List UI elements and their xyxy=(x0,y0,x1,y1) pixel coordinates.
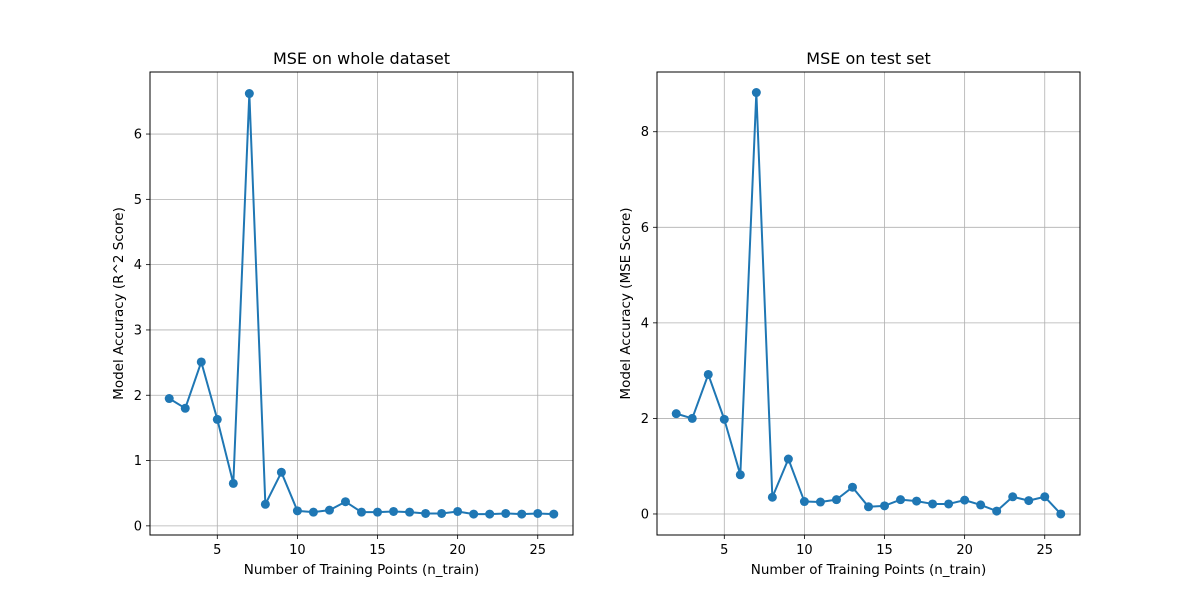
data-point xyxy=(164,394,174,404)
y-tick-label: 0 xyxy=(641,507,649,522)
data-point xyxy=(276,467,286,477)
x-axis-label: Number of Training Points (n_train) xyxy=(244,562,480,578)
data-point xyxy=(196,357,206,367)
subplot-whole-dataset: MSE on whole dataset Number of Training … xyxy=(111,49,574,578)
data-point xyxy=(244,89,254,99)
data-point xyxy=(469,509,479,519)
y-tick-label: 4 xyxy=(641,316,649,331)
data-point xyxy=(260,499,270,509)
x-tick-label: 25 xyxy=(529,543,546,558)
data-point xyxy=(212,414,222,424)
data-point xyxy=(437,508,447,518)
data-point xyxy=(751,88,761,98)
y-tick-label: 2 xyxy=(134,389,142,404)
data-point xyxy=(960,495,970,505)
y-axis-ticks: 0 2 4 6 8 xyxy=(641,125,657,522)
x-tick-label: 5 xyxy=(213,543,221,558)
series-markers xyxy=(164,89,559,519)
data-point xyxy=(831,495,841,505)
y-tick-label: 8 xyxy=(641,125,649,140)
data-point xyxy=(944,499,954,509)
data-point xyxy=(373,507,383,517)
data-point xyxy=(896,495,906,505)
data-point xyxy=(847,482,857,492)
data-point xyxy=(1024,496,1034,506)
chart-title: MSE on test set xyxy=(806,49,930,68)
data-point xyxy=(533,508,543,518)
subplot-test-set: MSE on test set Number of Training Point… xyxy=(618,49,1081,578)
y-axis-label: Model Accuracy (R^2 Score) xyxy=(111,207,127,400)
x-tick-label: 20 xyxy=(956,543,973,558)
data-point xyxy=(1040,492,1050,502)
y-tick-label: 1 xyxy=(134,454,142,469)
x-tick-label: 10 xyxy=(796,543,813,558)
grid xyxy=(150,72,573,535)
data-point xyxy=(864,502,873,512)
data-point xyxy=(501,508,511,518)
data-point xyxy=(703,369,713,379)
data-point xyxy=(405,507,415,517)
x-tick-label: 15 xyxy=(876,543,893,558)
data-point xyxy=(324,505,334,515)
data-point xyxy=(453,506,463,516)
x-tick-label: 5 xyxy=(720,543,728,558)
data-point xyxy=(1056,509,1066,519)
x-axis-ticks: 5 10 15 20 25 xyxy=(720,535,1053,558)
data-point xyxy=(976,500,986,510)
series-markers xyxy=(671,88,1066,519)
data-point xyxy=(783,454,793,464)
axes-frame xyxy=(656,71,1081,536)
x-tick-label: 15 xyxy=(369,543,386,558)
data-point xyxy=(799,497,809,507)
y-tick-label: 6 xyxy=(641,221,649,236)
data-point xyxy=(687,413,697,423)
axes-frame xyxy=(149,71,574,536)
data-point xyxy=(815,497,825,507)
x-tick-label: 10 xyxy=(289,543,306,558)
data-point xyxy=(671,409,681,419)
data-point xyxy=(992,506,1002,516)
data-point xyxy=(292,506,302,516)
x-axis-ticks: 5 10 15 20 25 xyxy=(213,535,546,558)
y-axis-label: Model Accuracy (MSE Score) xyxy=(618,207,634,399)
chart-title: MSE on whole dataset xyxy=(273,49,450,68)
y-tick-label: 2 xyxy=(641,412,649,427)
data-point xyxy=(357,507,366,517)
data-point xyxy=(340,497,350,507)
data-point xyxy=(719,414,729,424)
x-tick-label: 25 xyxy=(1036,543,1053,558)
data-point xyxy=(549,509,559,519)
data-point xyxy=(928,499,938,509)
y-tick-label: 3 xyxy=(134,323,142,338)
data-point xyxy=(180,403,190,413)
x-tick-label: 20 xyxy=(449,543,466,558)
x-axis-label: Number of Training Points (n_train) xyxy=(751,562,987,578)
data-point xyxy=(421,508,431,518)
data-point xyxy=(485,509,495,519)
data-point xyxy=(389,506,399,516)
data-point xyxy=(228,478,238,488)
y-tick-label: 6 xyxy=(134,128,142,143)
y-tick-label: 4 xyxy=(134,258,142,273)
data-point xyxy=(1008,492,1018,502)
y-tick-label: 0 xyxy=(134,519,142,534)
data-point xyxy=(517,509,527,519)
data-point xyxy=(735,470,745,480)
y-axis-ticks: 0 1 2 3 4 5 6 xyxy=(134,128,150,534)
data-point xyxy=(880,501,890,511)
data-point xyxy=(767,492,777,502)
data-point xyxy=(912,496,922,506)
data-point xyxy=(308,507,318,517)
y-tick-label: 5 xyxy=(134,193,142,208)
